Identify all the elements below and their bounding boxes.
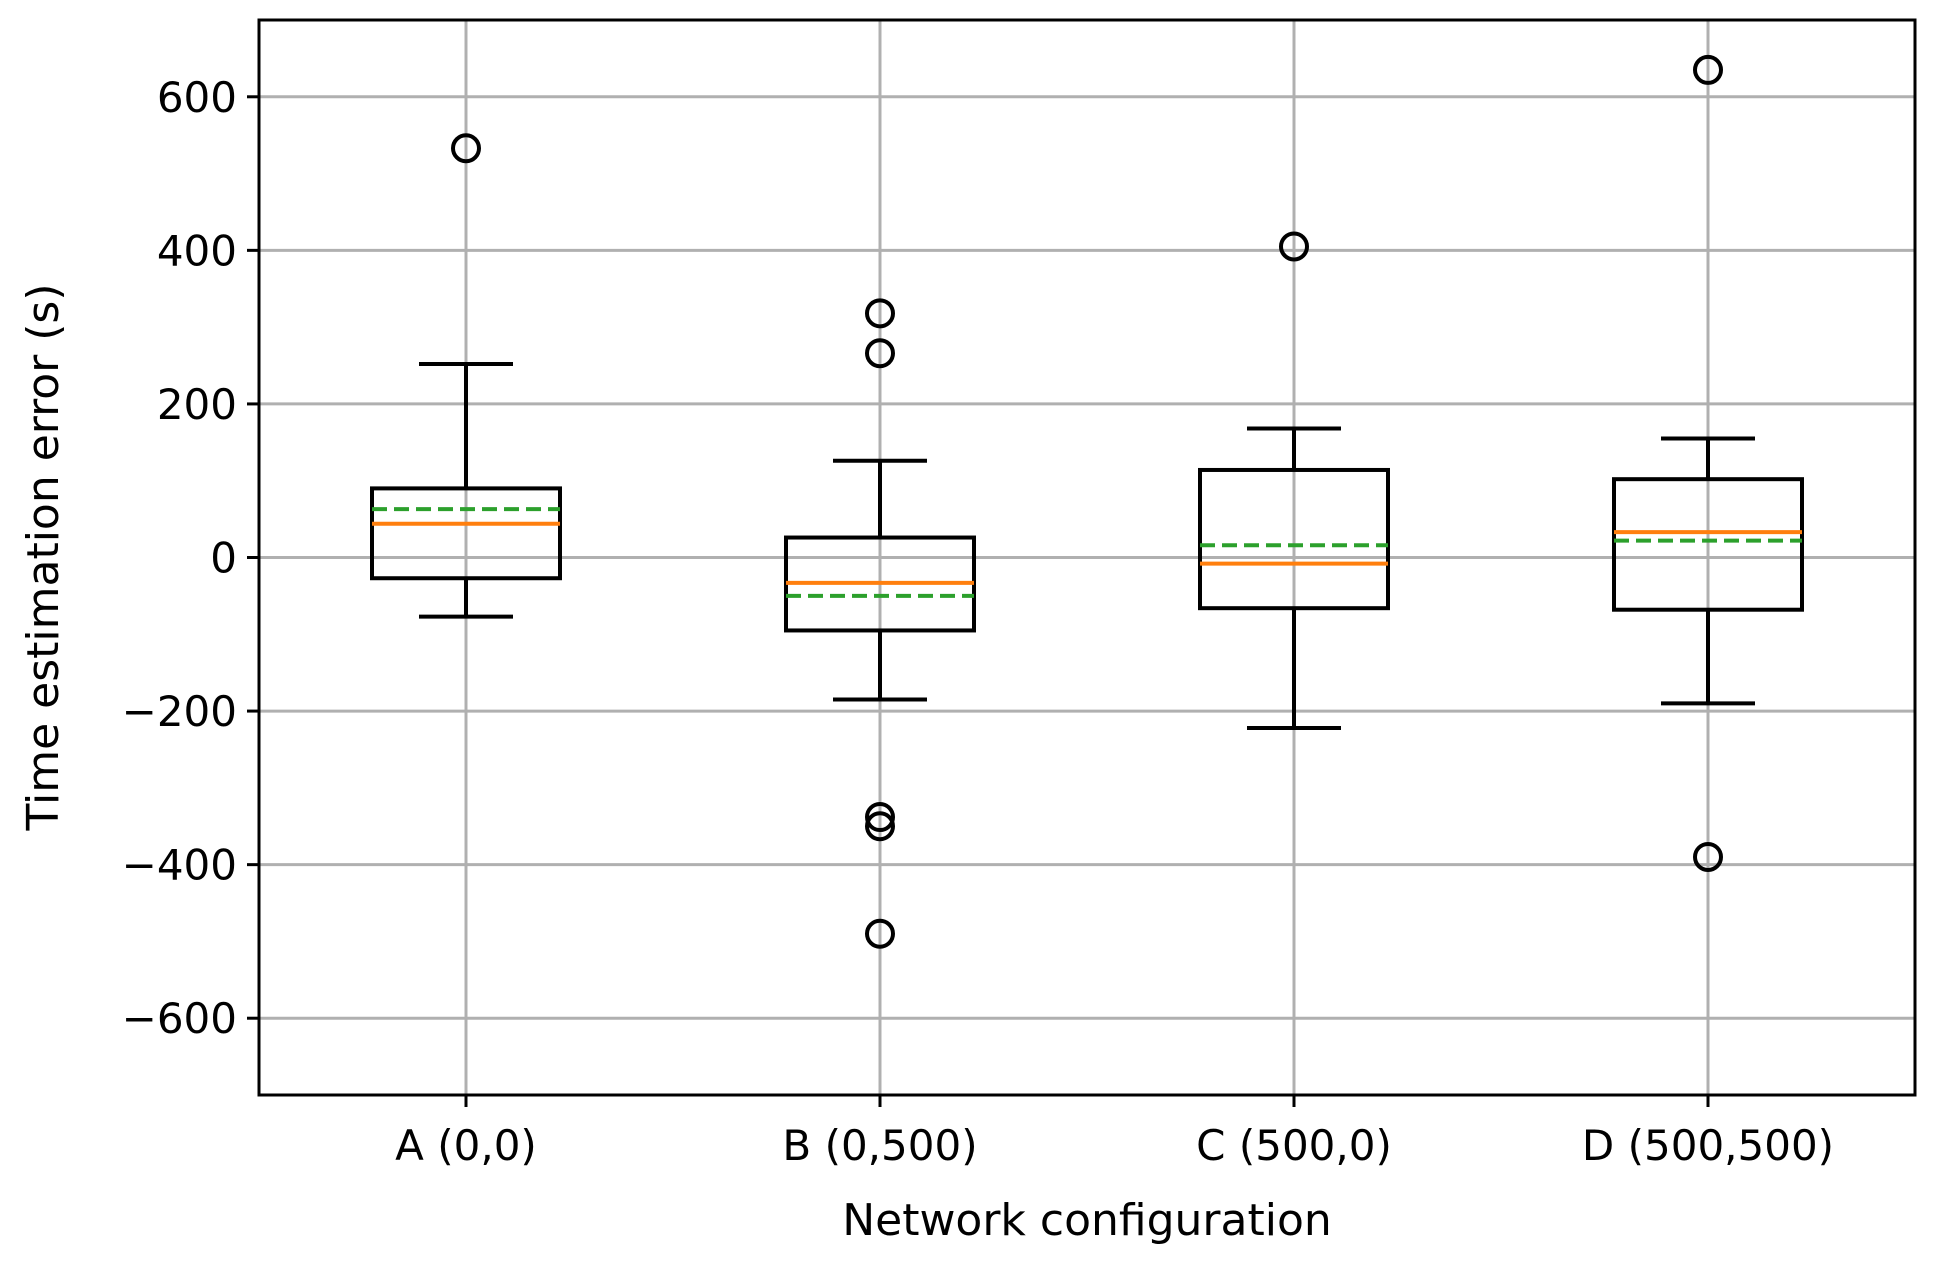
y-tick-label: −400 bbox=[122, 841, 237, 890]
y-tick-label: 0 bbox=[210, 534, 237, 583]
outlier-point bbox=[865, 811, 895, 842]
outlier-point bbox=[865, 918, 895, 949]
box-group bbox=[784, 298, 976, 949]
outlier-point bbox=[865, 802, 895, 833]
x-tick-label: D (500,500) bbox=[1582, 1121, 1834, 1170]
y-axis-label: Time estimation error (s) bbox=[18, 284, 69, 832]
grid-lines bbox=[259, 20, 1915, 1095]
iqr-box bbox=[1198, 467, 1390, 611]
box-group bbox=[370, 133, 562, 619]
x-axis-ticks: A (0,0) B (0,500) C (500,0) D (500,500) bbox=[395, 1095, 1834, 1170]
y-tick-label: −600 bbox=[122, 994, 237, 1043]
outlier-point bbox=[865, 338, 895, 369]
y-tick-label: 200 bbox=[157, 380, 237, 429]
outlier-point bbox=[1693, 841, 1723, 872]
x-tick-label: A (0,0) bbox=[395, 1121, 537, 1170]
box-group bbox=[1198, 231, 1390, 730]
y-tick-label: −200 bbox=[122, 687, 237, 736]
outlier-point bbox=[451, 133, 481, 164]
iqr-box bbox=[1612, 477, 1804, 612]
outlier-point bbox=[1279, 231, 1309, 262]
y-tick-label: 400 bbox=[157, 226, 237, 275]
y-tick-label: 600 bbox=[157, 73, 237, 122]
y-axis-ticks: 600 400 200 0 −200 −400 −600 bbox=[122, 73, 259, 1043]
box-group bbox=[1612, 54, 1804, 872]
outlier-point bbox=[1693, 54, 1723, 85]
x-axis-label: Network configuration bbox=[842, 1195, 1332, 1246]
iqr-box bbox=[370, 486, 562, 581]
x-tick-label: C (500,0) bbox=[1196, 1121, 1392, 1170]
box-plot-series bbox=[370, 54, 1804, 949]
x-tick-label: B (0,500) bbox=[782, 1121, 977, 1170]
outlier-point bbox=[865, 298, 895, 329]
